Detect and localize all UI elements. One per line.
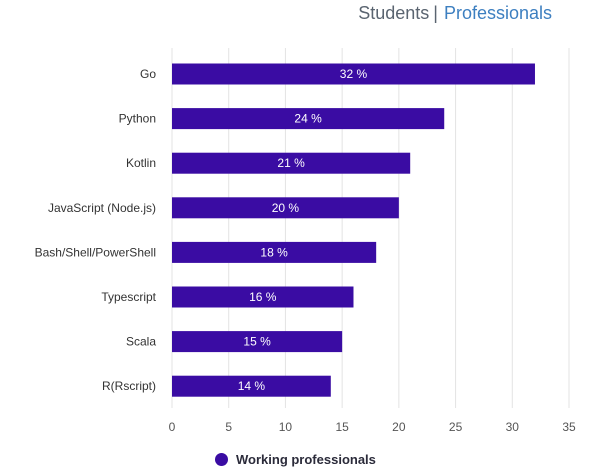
bar <box>172 286 354 308</box>
category-label: Scala <box>126 335 156 349</box>
bar <box>172 241 377 263</box>
bar-value-label: 32 % <box>340 67 368 81</box>
category-label: Python <box>119 112 156 126</box>
chart-legend: Working professionals <box>215 452 376 467</box>
bar-value-label: 18 % <box>260 245 288 259</box>
bar <box>172 152 411 174</box>
category-label: Typescript <box>101 290 156 304</box>
tab-separator: | <box>433 3 438 23</box>
bar <box>172 197 399 219</box>
category-label: Kotlin <box>126 156 156 170</box>
tab-professionals[interactable]: Professionals <box>443 3 552 23</box>
legend-label: Working professionals <box>236 452 376 467</box>
category-label: Bash/Shell/PowerShell <box>35 245 156 259</box>
x-tick-label: 25 <box>449 420 463 434</box>
bar <box>172 63 535 85</box>
bar-value-label: 24 % <box>294 112 322 126</box>
x-tick-label: 20 <box>392 420 406 434</box>
bar-value-label: 14 % <box>238 379 266 393</box>
bar <box>172 331 343 353</box>
view-tabs: Students | Professionals <box>358 3 552 24</box>
x-tick-label: 35 <box>562 420 576 434</box>
category-label: Go <box>140 67 156 81</box>
bar <box>172 375 331 397</box>
x-tick-label: 30 <box>506 420 520 434</box>
bar-value-label: 20 % <box>272 201 300 215</box>
legend-swatch <box>215 453 228 466</box>
category-label: JavaScript (Node.js) <box>48 201 156 215</box>
x-tick-label: 0 <box>169 420 176 434</box>
bar <box>172 108 445 130</box>
x-tick-label: 15 <box>335 420 349 434</box>
tab-students[interactable]: Students <box>358 3 430 23</box>
bar-value-label: 16 % <box>249 290 277 304</box>
bar-value-label: 15 % <box>243 335 271 349</box>
category-label: R(Rscript) <box>102 379 156 393</box>
x-tick-label: 10 <box>279 420 293 434</box>
x-tick-label: 5 <box>225 420 232 434</box>
bar-value-label: 21 % <box>277 156 305 170</box>
